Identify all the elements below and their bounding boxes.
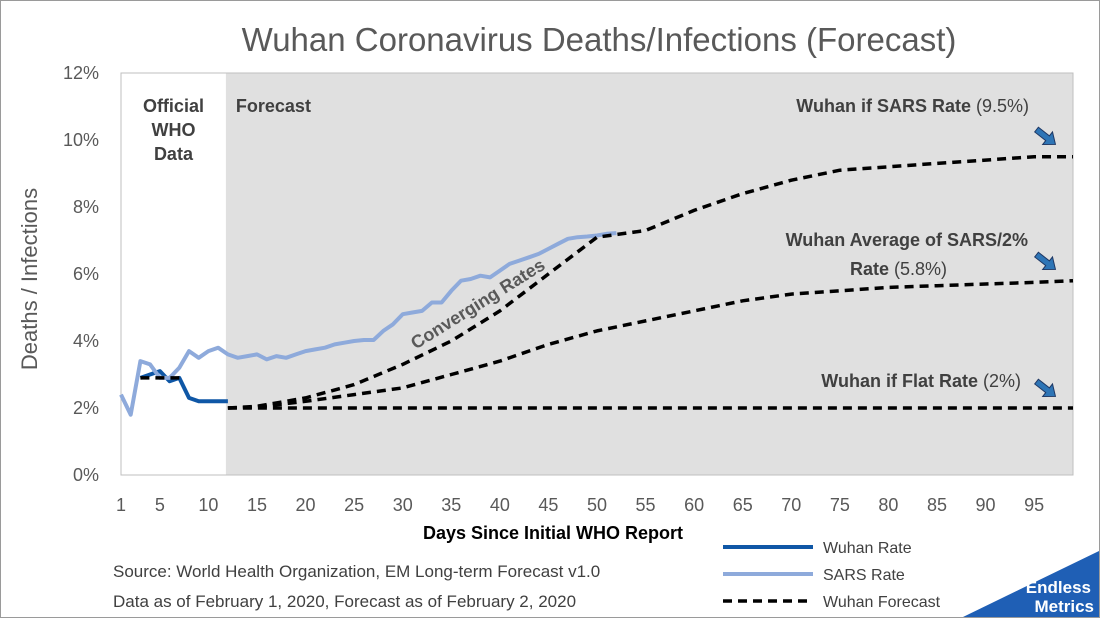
x-tick-label: 40 [490, 495, 510, 515]
legend-label: SARS Rate [823, 567, 905, 584]
annotation-average-line-2: Rate (5.8%) [850, 259, 947, 279]
arrow-icon [1033, 251, 1057, 271]
source-line-1: Source: World Health Organization, EM Lo… [113, 562, 600, 581]
source-line-2: Data as of February 1, 2020, Forecast as… [113, 592, 576, 611]
logo-text-line-2: Metrics [1034, 597, 1094, 616]
x-tick-label: 65 [733, 495, 753, 515]
arrow-icon [1033, 378, 1057, 398]
x-tick-label: 85 [927, 495, 947, 515]
x-tick-label: 10 [198, 495, 218, 515]
x-tick-label: 25 [344, 495, 364, 515]
chart-title: Wuhan Coronavirus Deaths/Infections (For… [242, 21, 957, 58]
plot-border [120, 72, 1074, 476]
legend: Wuhan Rate SARS Rate Wuhan Forecast [723, 540, 941, 611]
annotation-average-line-1: Wuhan Average of SARS/2% [786, 230, 1028, 250]
annotation-sars-rate: Wuhan if SARS Rate (9.5%) [796, 96, 1029, 116]
axes: 0%2%4%6%8%10%12%1 5 10 15 20 25 30 35 40 45 50 55 60… [63, 63, 1044, 515]
plot-lines [119, 154, 1074, 417]
x-tick-label: 1 [116, 495, 126, 515]
y-tick-label: 6% [73, 264, 99, 284]
logo-text-line-1: Endless [1026, 578, 1091, 597]
y-tick-label: 10% [63, 130, 99, 150]
x-tick-label: 55 [636, 495, 656, 515]
x-tick-label: 30 [393, 495, 413, 515]
logo-triangle [963, 551, 1099, 617]
x-tick-label: 50 [587, 495, 607, 515]
legend-label: Wuhan Forecast [823, 594, 941, 611]
region-label-official-line-2: Data [154, 144, 194, 164]
x-tick-label: 45 [538, 495, 558, 515]
x-tick-label: 5 [155, 495, 165, 515]
arrow-sars [1033, 126, 1057, 146]
region-label-official-line-0: Official [143, 96, 204, 116]
region-label-forecast: Forecast [236, 96, 311, 116]
x-tick-label: 95 [1024, 495, 1044, 515]
y-tick-label: 8% [73, 197, 99, 217]
endless-metrics-logo: Endless Metrics [963, 551, 1099, 617]
series-line-wuhan-forecast-2 [227, 278, 1074, 410]
y-axis-title: Deaths / Infections [17, 188, 42, 370]
x-tick-label: 60 [684, 495, 704, 515]
y-tick-label: 12% [63, 63, 99, 83]
series-line-sars-rate-0 [119, 231, 617, 417]
annotation-flat-rate: Wuhan if Flat Rate (2%) [821, 371, 1021, 391]
y-tick-label: 2% [73, 398, 99, 418]
region-0 [121, 73, 226, 475]
y-tick-label: 0% [73, 465, 99, 485]
x-tick-label: 90 [976, 495, 996, 515]
region-label-official-line-1: WHO [151, 120, 195, 140]
x-tick-label: 70 [781, 495, 801, 515]
x-tick-label: 35 [441, 495, 461, 515]
x-tick-label: 15 [247, 495, 267, 515]
arrow-flat [1033, 378, 1057, 398]
y-tick-label: 4% [73, 331, 99, 351]
series-line-wuhan-forecast-1 [227, 154, 1073, 410]
x-tick-label: 75 [830, 495, 850, 515]
x-tick-label: 20 [296, 495, 316, 515]
legend-label: Wuhan Rate [823, 540, 912, 557]
arrow-average [1033, 251, 1057, 271]
arrow-icon [1033, 126, 1057, 146]
x-tick-label: 80 [878, 495, 898, 515]
x-axis-title: Days Since Initial WHO Report [423, 523, 683, 543]
